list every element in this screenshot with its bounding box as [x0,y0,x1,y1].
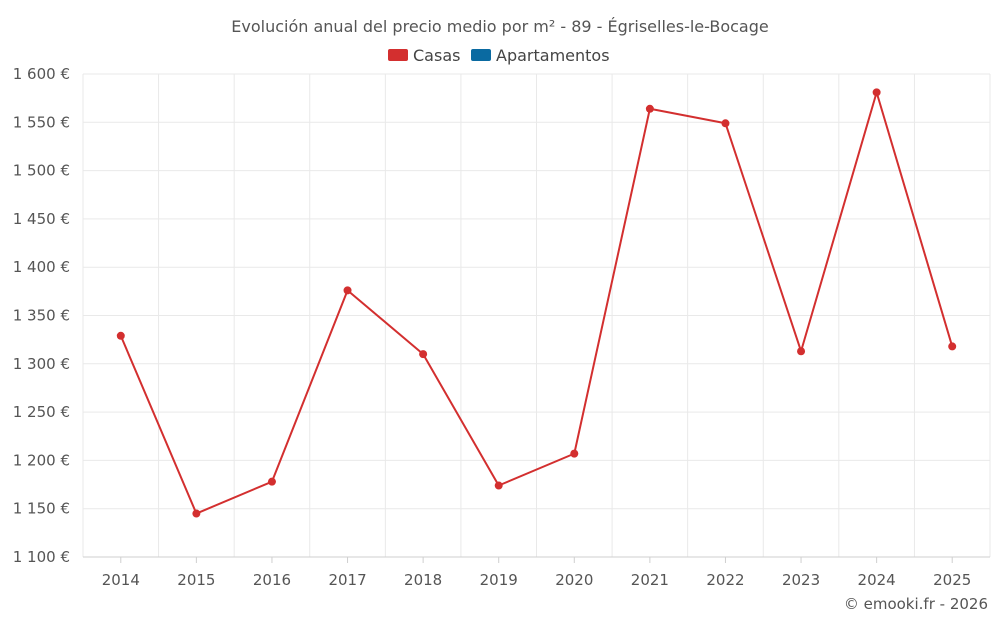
y-tick-label: 1 350 € [13,307,70,325]
data-point-casas-2019[interactable] [494,481,503,490]
legend-label-apartamentos: Apartamentos [496,46,610,65]
legend-swatch-casas [388,49,408,61]
legend[interactable]: Casas Apartamentos [388,46,610,65]
legend-swatch-apartamentos [471,49,491,61]
legend-item-apartamentos[interactable]: Apartamentos [471,46,610,65]
y-tick-label: 1 450 € [13,210,70,228]
y-tick-label: 1 150 € [13,500,70,518]
series-line-casas [119,91,954,515]
y-tick-label: 1 400 € [13,258,70,276]
data-point-casas-2020[interactable] [570,449,579,458]
x-axis-ticks: 2014 2015 2016 2017 2018 2019 2020 2021 2022 2023… [102,557,971,589]
x-tick-label: 2020 [555,571,593,589]
x-tick-label: 2024 [858,571,896,589]
chart-title: Evolución anual del precio medio por m² … [231,17,768,36]
series-casas [116,88,957,518]
data-point-casas-2023[interactable] [797,347,806,356]
x-gridlines [82,74,991,557]
y-tick-label: 1 200 € [13,451,70,469]
data-point-casas-2025[interactable] [948,342,957,351]
x-tick-label: 2025 [933,571,971,589]
x-tick-label: 2018 [404,571,442,589]
data-point-casas-2014[interactable] [116,331,125,340]
data-point-casas-2017[interactable] [343,286,352,295]
y-tick-label: 1 550 € [13,113,70,131]
y-tick-label: 1 300 € [13,355,70,373]
data-point-casas-2016[interactable] [267,477,276,486]
y-tick-label: 1 100 € [13,548,70,566]
data-point-casas-2018[interactable] [419,350,428,359]
y-tick-label: 1 600 € [13,65,70,83]
x-tick-label: 2017 [328,571,366,589]
legend-label-casas: Casas [413,46,460,65]
y-axis-ticks: 1 100 € 1 150 € 1 200 € 1 250 € 1 300 € 1 350… [13,65,70,566]
data-point-casas-2015[interactable] [192,509,201,518]
legend-item-casas[interactable]: Casas [388,46,460,65]
x-tick-label: 2022 [706,571,744,589]
x-tick-label: 2019 [480,571,518,589]
data-point-casas-2022[interactable] [721,119,730,128]
x-tick-label: 2023 [782,571,820,589]
y-tick-label: 1 250 € [13,403,70,421]
x-tick-label: 2016 [253,571,291,589]
y-tick-label: 1 500 € [13,162,70,180]
x-tick-label: 2014 [102,571,140,589]
data-point-casas-2021[interactable] [645,104,654,113]
x-tick-label: 2021 [631,571,669,589]
credit-text: © emooki.fr - 2026 [844,595,988,613]
x-tick-label: 2015 [177,571,215,589]
data-point-casas-2024[interactable] [872,88,881,97]
